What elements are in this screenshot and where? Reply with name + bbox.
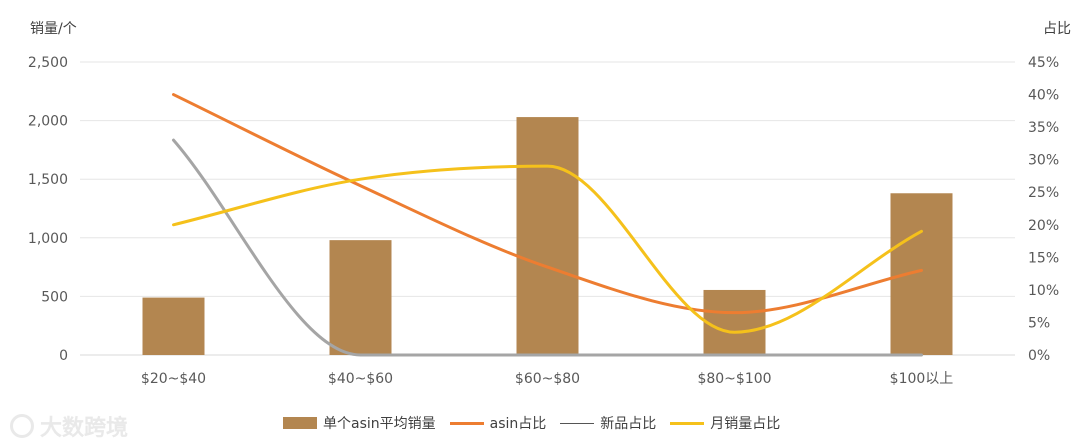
y-left-tick-label: 0 [59, 348, 68, 364]
x-tick-label: $40~$60 [328, 371, 393, 387]
legend-label: asin占比 [489, 416, 547, 432]
series-line [172, 93, 923, 315]
bar [329, 240, 392, 355]
legend-label: 单个asin平均销量 [323, 416, 436, 432]
y-right-tick-label: 45% [1028, 55, 1059, 71]
y-left-tick-label: 2,500 [28, 55, 68, 71]
watermark: 大数跨境 [10, 410, 128, 442]
y-right-tick-label: 10% [1028, 283, 1059, 299]
legend-swatch-monthly [670, 421, 705, 425]
legend-item-monthly: 月销量占比 [670, 413, 780, 433]
legend-item-new: 新品占比 [560, 413, 656, 433]
series-line [172, 164, 923, 334]
y-right-tick-label: 25% [1028, 185, 1059, 201]
legend-item-asin: asin占比 [449, 413, 547, 433]
y-right-tick-label: 5% [1028, 315, 1050, 331]
legend-item-bar: 单个asin平均销量 [283, 413, 436, 433]
y-left-tick-label: 1,000 [28, 231, 68, 247]
legend-swatch-new [560, 422, 595, 424]
watermark-logo-icon [10, 414, 34, 438]
y-left-tick-label: 2,000 [28, 114, 68, 130]
y-right-tick-label: 30% [1028, 153, 1059, 169]
y-right-tick-label: 40% [1028, 88, 1059, 104]
y-right-tick-label: 35% [1028, 120, 1059, 136]
bar [142, 297, 205, 355]
bar [890, 193, 953, 355]
y-left-tick-label: 1,500 [28, 172, 68, 188]
y-left-tick-label: 500 [41, 289, 68, 305]
watermark-text: 大数跨境 [40, 416, 129, 441]
legend-label: 月销量占比 [710, 416, 781, 432]
y-axis-left-title: 销量/个 [30, 21, 77, 37]
legend-label: 新品占比 [600, 416, 657, 432]
bar [703, 289, 766, 355]
legend-swatch-bar [283, 417, 317, 429]
bar [516, 117, 579, 355]
x-tick-label: $20~$40 [141, 371, 206, 387]
y-right-tick-label: 20% [1028, 218, 1059, 234]
y-axis-right-title: 占比 [1043, 21, 1071, 37]
x-tick-label: $80~$100 [697, 371, 771, 387]
y-right-tick-label: 0% [1028, 348, 1050, 364]
legend-swatch-asin [449, 421, 484, 425]
legend: 单个asin平均销量 asin占比 新品占比 月销量占比 [283, 413, 794, 433]
series-line [172, 138, 923, 357]
y-right-tick-label: 15% [1028, 250, 1059, 266]
x-tick-label: $60~$80 [515, 371, 580, 387]
x-tick-label: $100以上 [890, 371, 954, 387]
